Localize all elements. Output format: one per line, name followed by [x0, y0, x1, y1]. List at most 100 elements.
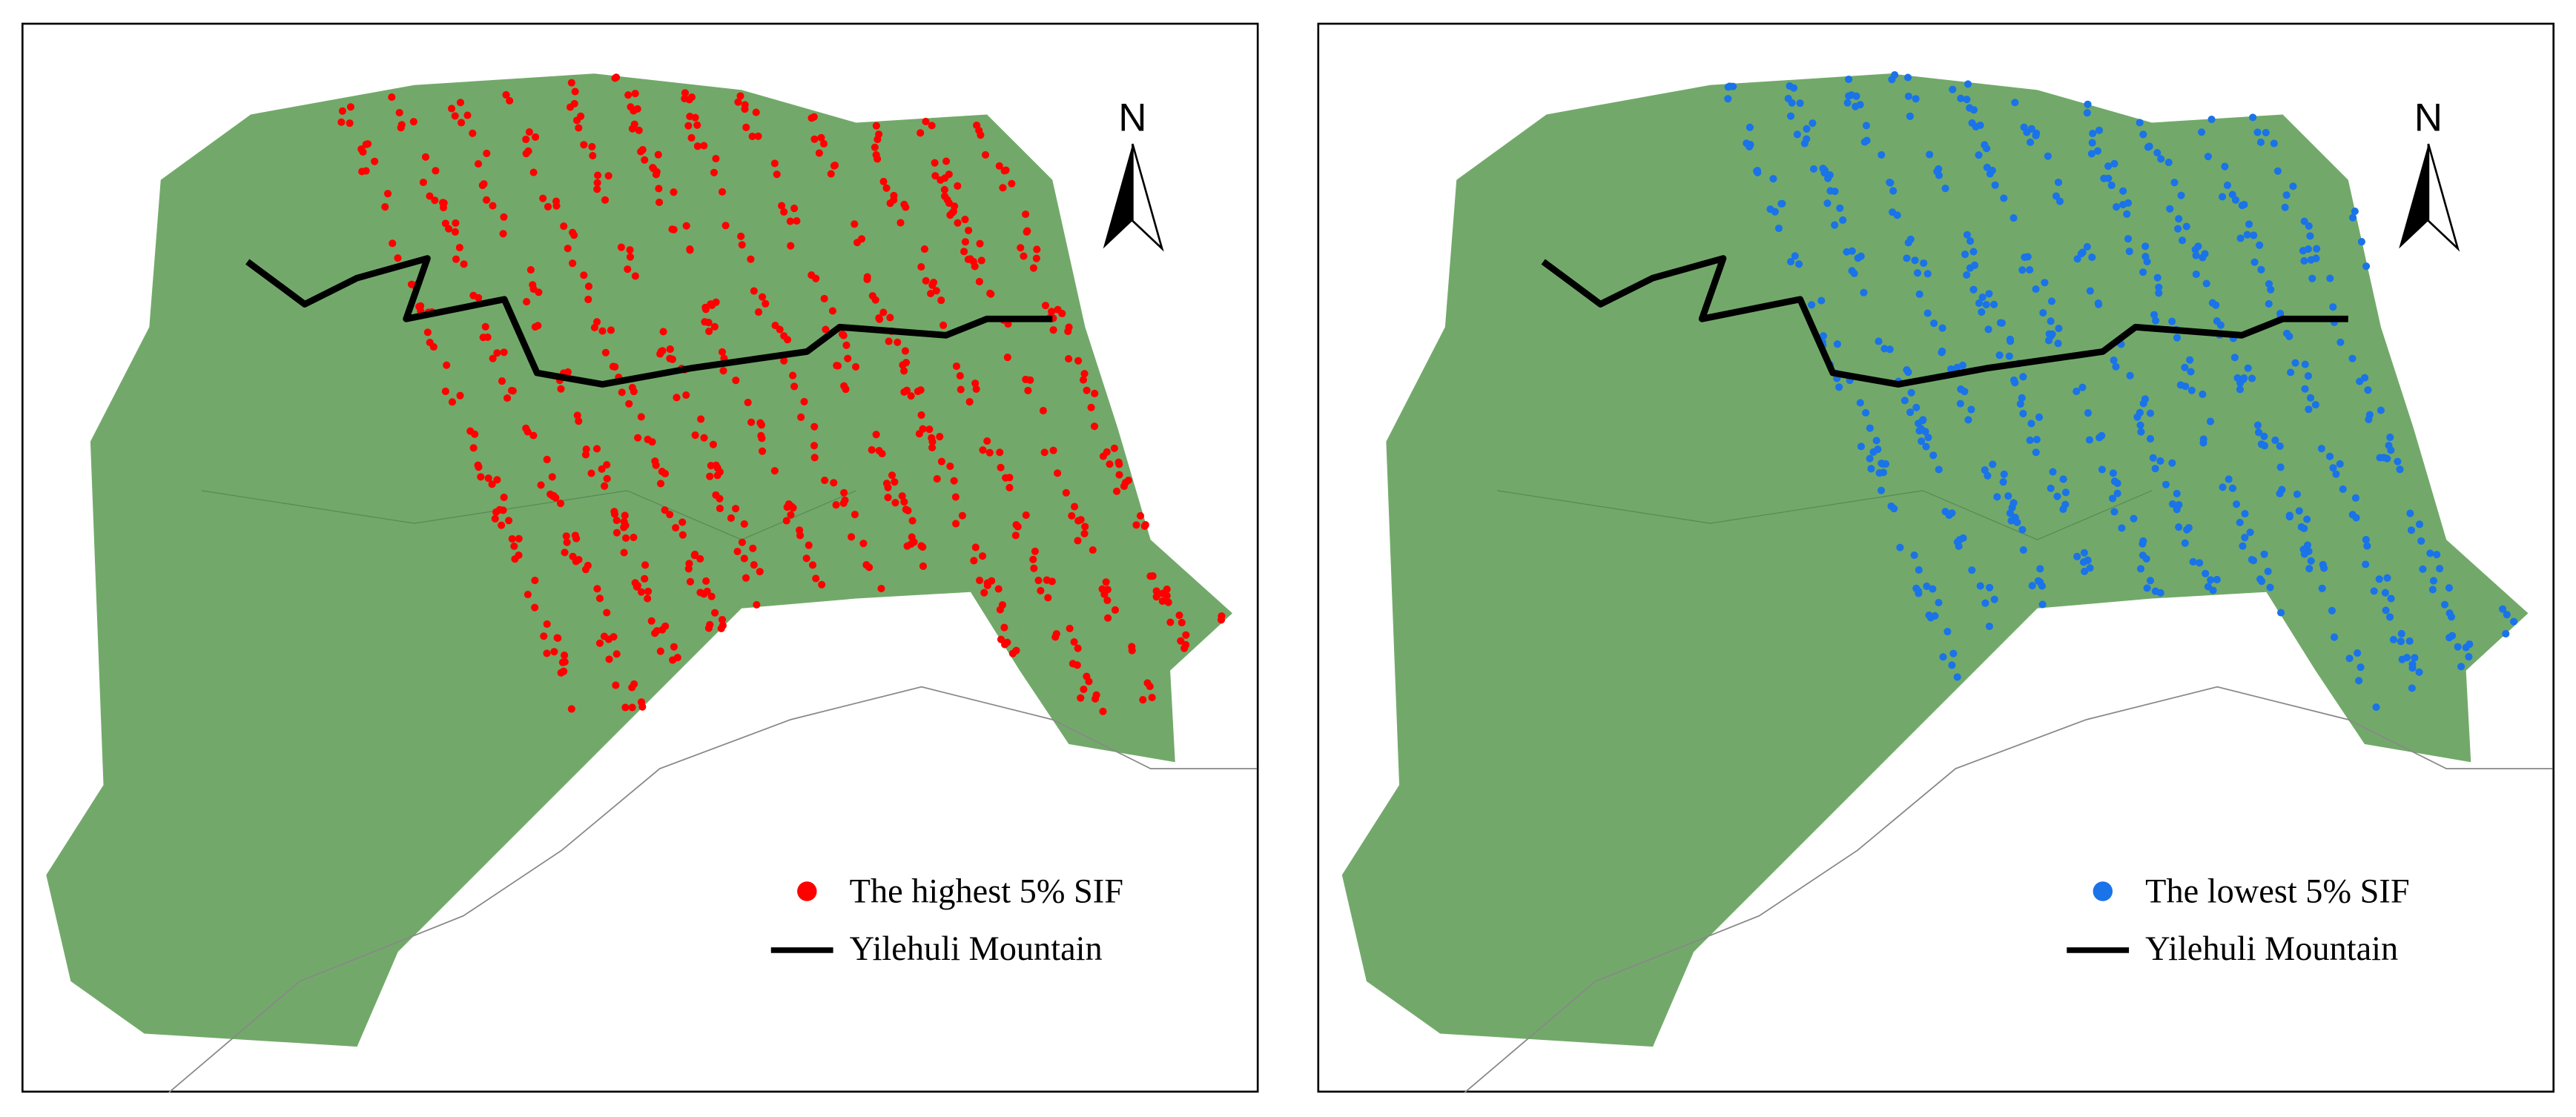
- sample-point: [842, 341, 851, 349]
- sample-point: [1881, 460, 1890, 468]
- sample-point: [686, 577, 695, 586]
- sample-point: [753, 600, 761, 609]
- sample-point: [740, 520, 748, 528]
- sample-point: [1856, 399, 1864, 407]
- sample-point: [1867, 465, 1875, 473]
- sample-point: [873, 155, 882, 163]
- sample-point: [875, 447, 883, 455]
- sample-point: [2146, 434, 2155, 443]
- sample-point: [2175, 523, 2183, 531]
- sample-point: [2503, 611, 2511, 619]
- sample-point: [539, 194, 547, 202]
- sample-point: [756, 419, 764, 427]
- sample-point: [2026, 138, 2035, 147]
- sample-point: [1080, 529, 1089, 538]
- sample-point: [2201, 250, 2209, 258]
- sample-point: [498, 521, 506, 529]
- sample-point: [1839, 216, 1847, 225]
- sample-point: [2084, 409, 2093, 417]
- sample-point: [758, 434, 766, 443]
- sample-point: [2156, 457, 2164, 465]
- sample-point: [1152, 587, 1160, 595]
- sample-point: [900, 367, 908, 375]
- sample-point: [621, 703, 630, 712]
- sample-point: [1048, 308, 1056, 316]
- sample-point: [833, 362, 842, 370]
- sample-point: [2411, 654, 2419, 662]
- sample-point: [2173, 506, 2181, 514]
- sample-point: [567, 79, 575, 87]
- sample-point: [522, 135, 530, 144]
- sample-point: [1869, 448, 1877, 456]
- sample-point: [1904, 239, 1912, 247]
- sample-point: [1132, 521, 1140, 529]
- sample-point: [2198, 128, 2206, 136]
- sample-point: [1003, 354, 1011, 362]
- sample-point: [1923, 582, 1931, 591]
- sample-point: [595, 639, 604, 647]
- sample-point: [1993, 493, 2001, 501]
- sample-point: [1969, 248, 1978, 256]
- sample-point: [1012, 520, 1020, 529]
- sample-point: [821, 476, 829, 485]
- sample-point: [2061, 488, 2070, 497]
- sample-point: [2232, 500, 2241, 508]
- sample-point: [1984, 471, 1992, 480]
- sample-point: [611, 362, 619, 371]
- sample-point: [999, 184, 1007, 192]
- sample-point: [1985, 622, 1993, 631]
- sample-point: [1083, 386, 1091, 394]
- sample-point: [2301, 385, 2309, 393]
- sample-point: [2136, 421, 2144, 429]
- sample-point: [793, 217, 801, 225]
- sample-point: [1981, 466, 1989, 474]
- sample-point: [2364, 386, 2372, 394]
- sample-point: [1182, 631, 1190, 639]
- sample-point: [2139, 268, 2147, 276]
- boundary: [1464, 686, 2553, 1093]
- sample-point: [1886, 178, 1894, 187]
- sample-point: [736, 92, 744, 100]
- sample-point: [851, 362, 860, 371]
- sample-point: [1065, 355, 1073, 363]
- sample-point: [2303, 515, 2311, 523]
- sample-point: [2273, 167, 2282, 175]
- sample-point: [1051, 633, 1060, 641]
- sample-point: [2027, 420, 2035, 428]
- sample-point: [1017, 244, 1025, 252]
- sample-point: [1981, 599, 1989, 607]
- sample-point: [1946, 365, 1955, 374]
- sample-point: [469, 291, 478, 299]
- sample-point: [381, 203, 389, 211]
- sample-point: [786, 217, 794, 225]
- sample-point: [552, 202, 561, 210]
- sample-point: [922, 117, 930, 126]
- sample-point: [980, 589, 988, 597]
- sample-point: [626, 253, 635, 261]
- sample-point: [712, 154, 720, 163]
- sample-point: [2253, 128, 2262, 136]
- sample-point: [2236, 234, 2245, 242]
- sample-point: [1949, 85, 1957, 93]
- sample-point: [970, 557, 978, 565]
- sample-point: [668, 355, 677, 363]
- sample-point: [1923, 309, 1932, 317]
- sample-point: [1054, 305, 1062, 314]
- sample-point: [919, 543, 927, 551]
- sample-point: [2078, 383, 2087, 391]
- sample-point: [493, 349, 501, 357]
- sample-point: [572, 534, 581, 543]
- sample-point: [656, 647, 664, 655]
- sample-point: [844, 354, 852, 362]
- sample-point: [511, 555, 519, 563]
- sample-point: [2299, 247, 2307, 255]
- sample-point: [448, 398, 457, 406]
- sample-point: [954, 182, 962, 190]
- sample-point: [886, 314, 894, 322]
- sample-point: [908, 517, 917, 525]
- sample-point: [397, 124, 405, 132]
- sample-point: [525, 127, 533, 136]
- sample-point: [872, 431, 880, 439]
- sample-point: [421, 153, 430, 161]
- sample-point: [633, 105, 641, 113]
